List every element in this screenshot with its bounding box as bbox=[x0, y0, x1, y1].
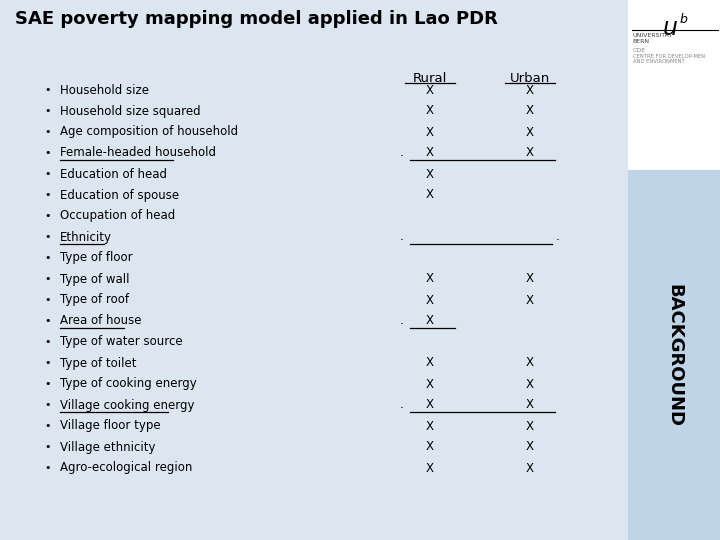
Text: •: • bbox=[45, 190, 51, 200]
Text: Type of water source: Type of water source bbox=[60, 335, 183, 348]
Text: SAE poverty mapping model applied in Lao PDR: SAE poverty mapping model applied in Lao… bbox=[15, 10, 498, 28]
Text: $\mathit{u}$: $\mathit{u}$ bbox=[662, 16, 678, 40]
Text: Type of floor: Type of floor bbox=[60, 252, 132, 265]
Text: •: • bbox=[45, 211, 51, 221]
Text: •: • bbox=[45, 463, 51, 473]
Text: X: X bbox=[526, 84, 534, 97]
Text: X: X bbox=[526, 273, 534, 286]
Text: Household size: Household size bbox=[60, 84, 149, 97]
Text: Education of spouse: Education of spouse bbox=[60, 188, 179, 201]
Text: Household size squared: Household size squared bbox=[60, 105, 201, 118]
Bar bbox=[628, 0, 720, 540]
Text: X: X bbox=[426, 146, 434, 159]
Text: •: • bbox=[45, 253, 51, 263]
Text: •: • bbox=[45, 106, 51, 116]
Text: X: X bbox=[426, 314, 434, 327]
Text: Education of head: Education of head bbox=[60, 167, 167, 180]
Text: •: • bbox=[45, 295, 51, 305]
Text: X: X bbox=[426, 356, 434, 369]
Text: Type of roof: Type of roof bbox=[60, 294, 129, 307]
Text: Type of wall: Type of wall bbox=[60, 273, 130, 286]
Text: Ethnicity: Ethnicity bbox=[60, 231, 112, 244]
Text: Urban: Urban bbox=[510, 72, 550, 85]
Text: X: X bbox=[426, 84, 434, 97]
Text: •: • bbox=[45, 169, 51, 179]
Text: Female-headed household: Female-headed household bbox=[60, 146, 216, 159]
Text: X: X bbox=[526, 105, 534, 118]
Text: •: • bbox=[45, 358, 51, 368]
Text: X: X bbox=[426, 167, 434, 180]
Text: $b$: $b$ bbox=[679, 12, 688, 26]
Text: •: • bbox=[45, 232, 51, 242]
Text: AND ENVIRONMENT: AND ENVIRONMENT bbox=[633, 59, 685, 64]
Text: X: X bbox=[526, 294, 534, 307]
Text: X: X bbox=[426, 188, 434, 201]
Text: BACKGROUND: BACKGROUND bbox=[665, 284, 683, 427]
Text: •: • bbox=[45, 337, 51, 347]
Text: •: • bbox=[45, 400, 51, 410]
Text: CDE: CDE bbox=[633, 48, 646, 53]
Text: X: X bbox=[426, 420, 434, 433]
Text: X: X bbox=[526, 356, 534, 369]
Text: X: X bbox=[426, 294, 434, 307]
Bar bbox=[628, 0, 720, 170]
Text: Occupation of head: Occupation of head bbox=[60, 210, 175, 222]
Text: .: . bbox=[400, 399, 404, 411]
Text: •: • bbox=[45, 421, 51, 431]
Text: Village cooking energy: Village cooking energy bbox=[60, 399, 194, 411]
Text: X: X bbox=[426, 125, 434, 138]
Text: X: X bbox=[426, 105, 434, 118]
Text: Village floor type: Village floor type bbox=[60, 420, 161, 433]
Text: UNIVERSITÄT: UNIVERSITÄT bbox=[633, 33, 673, 38]
Text: X: X bbox=[526, 399, 534, 411]
Text: .: . bbox=[400, 146, 404, 159]
Text: CENTRE FOR DEVELOP-MEN: CENTRE FOR DEVELOP-MEN bbox=[633, 54, 705, 59]
Text: X: X bbox=[526, 377, 534, 390]
Text: X: X bbox=[426, 462, 434, 475]
Text: Rural: Rural bbox=[413, 72, 447, 85]
Text: •: • bbox=[45, 148, 51, 158]
Text: •: • bbox=[45, 316, 51, 326]
Text: X: X bbox=[426, 273, 434, 286]
Text: •: • bbox=[45, 442, 51, 452]
Text: Village ethnicity: Village ethnicity bbox=[60, 441, 156, 454]
Text: •: • bbox=[45, 274, 51, 284]
Text: X: X bbox=[426, 377, 434, 390]
Text: X: X bbox=[526, 441, 534, 454]
Text: X: X bbox=[526, 420, 534, 433]
Text: .: . bbox=[400, 314, 404, 327]
Text: X: X bbox=[426, 399, 434, 411]
Text: .: . bbox=[400, 231, 404, 244]
Text: Age composition of household: Age composition of household bbox=[60, 125, 238, 138]
Text: Agro-ecological region: Agro-ecological region bbox=[60, 462, 192, 475]
Text: X: X bbox=[426, 441, 434, 454]
Text: X: X bbox=[526, 146, 534, 159]
Text: BERN: BERN bbox=[633, 39, 650, 44]
Text: Type of cooking energy: Type of cooking energy bbox=[60, 377, 197, 390]
Text: X: X bbox=[526, 462, 534, 475]
Text: X: X bbox=[526, 125, 534, 138]
Text: Type of toilet: Type of toilet bbox=[60, 356, 137, 369]
Text: •: • bbox=[45, 127, 51, 137]
Text: •: • bbox=[45, 85, 51, 95]
Text: •: • bbox=[45, 379, 51, 389]
Text: .: . bbox=[556, 231, 560, 244]
Text: Area of house: Area of house bbox=[60, 314, 142, 327]
